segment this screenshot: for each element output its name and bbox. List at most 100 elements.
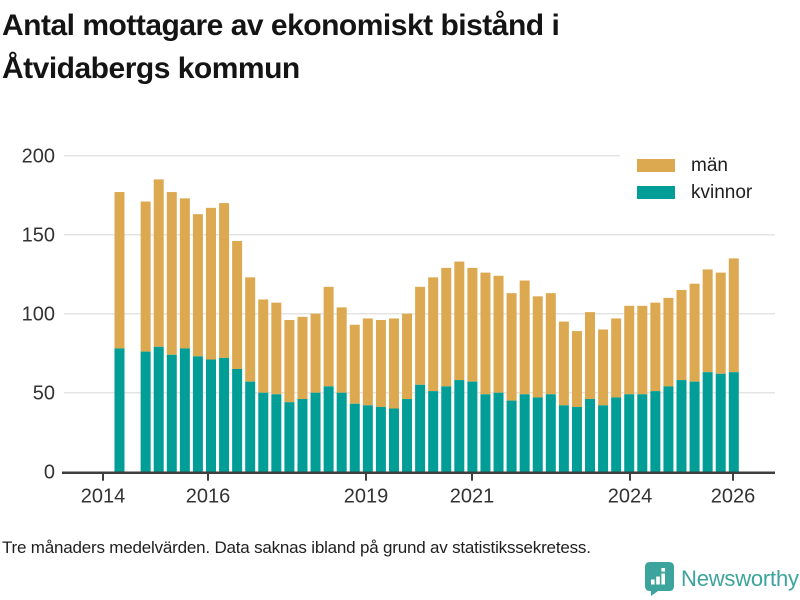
bar-segment-man: [402, 313, 413, 400]
bar-segment-man: [532, 296, 543, 398]
bar-segment-man: [349, 324, 360, 404]
bar-segment-kvinnor: [598, 405, 609, 472]
bar-segment-man: [637, 305, 648, 395]
legend-label-man: män: [691, 154, 728, 176]
bar-segment-kvinnor: [441, 386, 452, 472]
chart-title-line1: Antal mottagare av ekonomiskt bistånd i: [2, 9, 560, 42]
bar-segment-kvinnor: [480, 394, 491, 472]
bar-segment-man: [284, 320, 295, 403]
bar-segment-man: [545, 293, 556, 395]
bar-segment-kvinnor: [192, 356, 203, 472]
bar-segment-kvinnor: [637, 394, 648, 472]
bar-segment-man: [441, 267, 452, 387]
bar-segment-man: [624, 305, 635, 395]
bar-segment-kvinnor: [297, 399, 308, 472]
bar-segment-kvinnor: [428, 391, 439, 472]
bar-segment-man: [192, 214, 203, 357]
bar-segment-kvinnor: [702, 372, 713, 472]
brand-logo: Newsworthy: [645, 562, 799, 596]
bar-segment-man: [140, 201, 151, 352]
bar-segment-kvinnor: [650, 391, 661, 472]
bar-segment-kvinnor: [245, 381, 256, 472]
bar-segment-kvinnor: [402, 399, 413, 472]
bar-segment-kvinnor: [571, 406, 582, 472]
bar-segment-man: [375, 320, 386, 407]
bar-segment-kvinnor: [336, 392, 347, 472]
bar-segment-man: [166, 192, 177, 355]
bar-segment-man: [571, 331, 582, 407]
x-tick-label: 2026: [711, 486, 756, 508]
bar-segment-kvinnor: [493, 392, 504, 472]
bar-segment-man: [153, 179, 164, 347]
bar-segment-man: [702, 269, 713, 373]
y-tick-label: 100: [22, 304, 55, 326]
bar-segment-man: [428, 277, 439, 392]
bar-segment-man: [715, 272, 726, 374]
bar-segment-man: [205, 207, 216, 360]
bar-segment-man: [480, 272, 491, 395]
bar-segment-kvinnor: [323, 386, 334, 472]
bar-segment-man: [689, 283, 700, 382]
bar-segment-kvinnor: [558, 405, 569, 472]
bar-segment-kvinnor: [715, 373, 726, 472]
stacked-bar-chart: 0 50 100 150 200 2014 2016 2019 2021 2024 2026: [22, 146, 775, 508]
x-tick-label: 2024: [608, 486, 653, 508]
bar-segment-kvinnor: [310, 392, 321, 472]
x-tick-label: 2019: [344, 486, 389, 508]
bar-segment-man: [323, 286, 334, 387]
bar-segment-man: [585, 312, 596, 400]
bar-segment-man: [558, 321, 569, 406]
bar-segment-kvinnor: [624, 394, 635, 472]
bar-segment-kvinnor: [611, 397, 622, 472]
footnote-text: Tre månaders medelvärden. Data saknas ib…: [2, 538, 591, 557]
bar-segment-man: [179, 198, 190, 349]
bar-segment-man: [454, 261, 465, 381]
bar-segment-kvinnor: [415, 384, 426, 472]
bar-segment-kvinnor: [532, 397, 543, 472]
bar-segment-kvinnor: [219, 357, 230, 472]
bar-segment-kvinnor: [153, 346, 164, 472]
chart-title-line2: Åtvidabergs kommun: [2, 52, 300, 85]
bar-segment-man: [114, 192, 125, 349]
bar-segment-kvinnor: [689, 381, 700, 472]
bar-segment-man: [219, 203, 230, 358]
bar-segment-man: [598, 329, 609, 406]
brand-name: Newsworthy: [681, 566, 799, 591]
bar-segment-man: [467, 267, 478, 382]
bar-segment-man: [415, 286, 426, 385]
bar-segment-kvinnor: [545, 394, 556, 472]
bar-segment-man: [245, 277, 256, 382]
bar-segment-kvinnor: [362, 405, 373, 472]
bar-segment-man: [650, 302, 661, 392]
bar-segment-kvinnor: [388, 408, 399, 472]
bar-segment-man: [611, 318, 622, 398]
bar-segment-kvinnor: [663, 386, 674, 472]
bar-segment-kvinnor: [258, 392, 269, 472]
legend-item-man: män: [620, 152, 788, 179]
bar-segment-kvinnor: [454, 380, 465, 472]
x-tick-label: 2014: [81, 486, 126, 508]
x-tick-label: 2021: [450, 486, 495, 508]
legend-item-kvinnor: kvinnor: [620, 179, 788, 206]
bar-segment-man: [506, 293, 517, 401]
bar-segment-man: [388, 318, 399, 409]
bar-segment-kvinnor: [114, 348, 125, 472]
legend-swatch-kvinnor: [637, 186, 675, 199]
chart-title: Antal mottagare av ekonomiskt bistånd i …: [2, 4, 762, 90]
bar-segment-man: [519, 280, 530, 395]
bar-segment-kvinnor: [467, 381, 478, 472]
bar-segment-man: [362, 318, 373, 406]
bar-segment-kvinnor: [232, 369, 243, 472]
bar-segment-kvinnor: [676, 380, 687, 472]
legend-label-kvinnor: kvinnor: [691, 181, 753, 203]
bar-segment-man: [676, 290, 687, 381]
bar-segment-kvinnor: [166, 354, 177, 472]
newsworthy-icon: [645, 562, 674, 596]
y-tick-label: 50: [33, 383, 55, 405]
chart-legend: män kvinnor: [620, 146, 788, 208]
y-tick-label: 0: [44, 462, 55, 484]
bar-segment-kvinnor: [375, 406, 386, 472]
bar-segment-man: [493, 275, 504, 393]
bar-segment-man: [336, 307, 347, 393]
bar-segment-man: [728, 258, 739, 373]
